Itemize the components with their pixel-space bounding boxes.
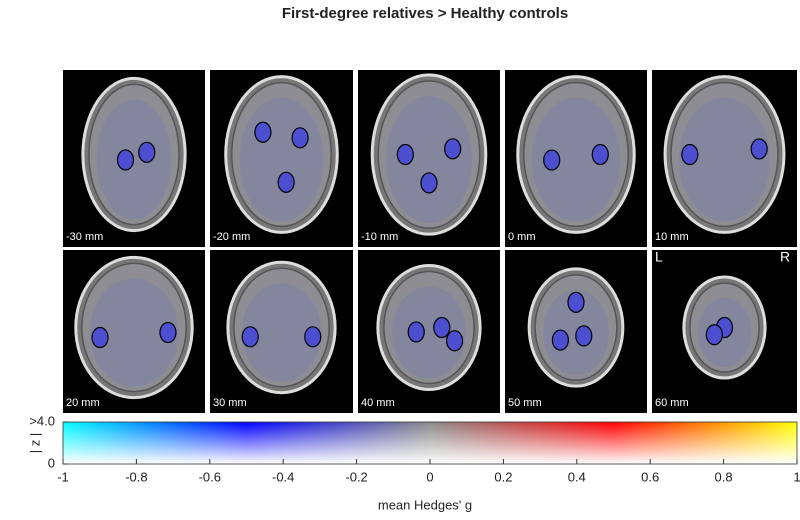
x-tick-label: -0.2: [345, 469, 367, 484]
slice-label: 50 mm: [508, 397, 542, 409]
cluster: [241, 326, 259, 348]
cluster: [254, 121, 272, 143]
y-tick-label: >4.0: [29, 413, 55, 428]
x-tick-label: 0.6: [641, 469, 659, 484]
x-axis-label: mean Hedges' g: [378, 497, 472, 512]
cluster: [396, 143, 414, 166]
x-tick-label: 0: [426, 469, 433, 484]
x-tick-label: 1: [793, 469, 800, 484]
brain-tint: [386, 95, 472, 224]
x-tick-label: -0.6: [199, 469, 221, 484]
cluster: [591, 143, 609, 166]
slice-label: 0 mm: [508, 231, 536, 243]
y-axis-label: | z |: [27, 433, 42, 453]
cluster: [567, 291, 585, 313]
x-tick-label: -0.4: [272, 469, 294, 484]
cluster: [420, 172, 438, 194]
y-tick-label: 0: [48, 455, 55, 470]
colorbar-fade: [62, 421, 798, 465]
cluster: [705, 324, 723, 346]
brain-tint: [89, 278, 179, 387]
cluster: [551, 329, 569, 351]
orientation-right: R: [780, 249, 790, 265]
slice-label: 60 mm: [655, 397, 689, 409]
cluster: [407, 321, 425, 343]
brain-tint: [391, 286, 467, 379]
cluster: [116, 149, 135, 171]
slices: -30 mm -20 mm -10 mm 0 mm 10 mm 20 mm 30 mm 40 …: [63, 70, 797, 413]
cluster: [543, 149, 561, 171]
slice-label: -30 mm: [66, 231, 103, 243]
slice-label: 10 mm: [655, 231, 689, 243]
cluster: [304, 326, 322, 348]
cluster: [277, 171, 295, 193]
x-tick-label: -1: [57, 469, 69, 484]
x-tick-label: 0.4: [568, 469, 586, 484]
slice-label: 30 mm: [213, 397, 247, 409]
cluster: [91, 326, 109, 349]
brain-tint: [241, 283, 322, 382]
x-tick-label: 0.2: [494, 469, 512, 484]
x-tick-label: -0.8: [125, 469, 147, 484]
cluster: [681, 143, 699, 166]
title: First-degree relatives > Healthy control…: [282, 5, 568, 22]
brain-tint: [239, 97, 324, 222]
cluster: [445, 330, 464, 352]
slice-label: -20 mm: [213, 231, 250, 243]
cluster: [159, 321, 177, 344]
x-tick-label: 0.8: [715, 469, 733, 484]
brain-tint: [679, 97, 770, 222]
cluster: [575, 325, 593, 347]
brain-tint: [531, 97, 621, 222]
cluster: [433, 316, 451, 339]
cluster: [444, 138, 462, 160]
slice-label: 20 mm: [66, 397, 100, 409]
slice-label: -10 mm: [361, 231, 398, 243]
cluster: [750, 138, 768, 160]
cluster: [291, 127, 309, 149]
orientation-left: L: [655, 249, 663, 265]
slice-label: 40 mm: [361, 397, 395, 409]
cluster: [138, 141, 156, 163]
